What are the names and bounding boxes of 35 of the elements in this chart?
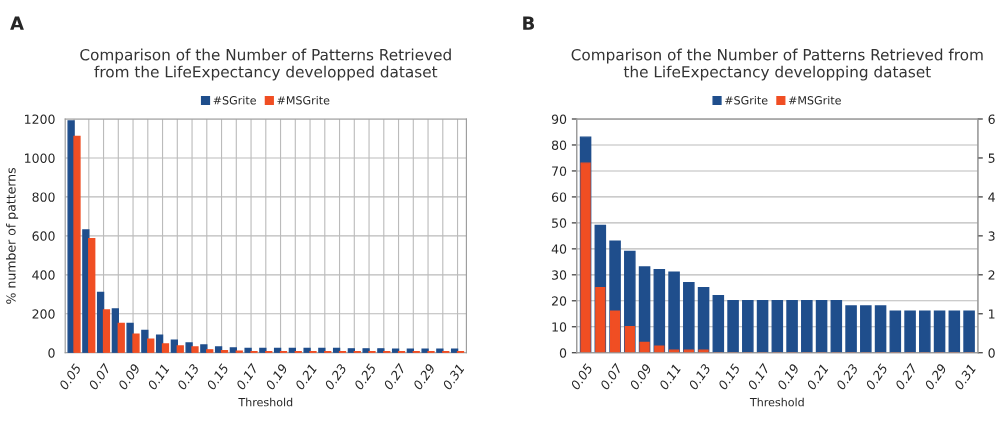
- y-tick-label: 1200: [25, 114, 55, 124]
- y-tick-label: 30: [552, 270, 567, 280]
- y-tick-label: 60: [551, 192, 567, 202]
- y2-tick-label: 2: [988, 270, 995, 280]
- legend-label: #MSGrite: [277, 95, 330, 105]
- y2-tick-label: 3: [988, 231, 995, 241]
- y-tick-label: 1000: [25, 153, 55, 163]
- y-tick-label: 80: [551, 140, 567, 150]
- chart-title: Comparison of the Number of Patterns Retrieved from the LifeExpectancy developped dataset: [80, 48, 451, 81]
- legend-label: #SGrite: [213, 95, 256, 105]
- y-tick-label: 800: [32, 192, 55, 202]
- text: B: [523, 16, 535, 30]
- y2-tick-label: 0: [988, 348, 995, 358]
- y2-tick-label: 6: [988, 114, 995, 124]
- y-axis-title: % number of patterns: [6, 167, 19, 304]
- y2-tick-label: 4: [988, 192, 995, 202]
- y-tick-label: 40: [551, 244, 567, 254]
- legend-label: #SGrite: [725, 95, 768, 105]
- y2-tick-label: 5: [988, 153, 995, 163]
- x-axis-title: Threshold: [749, 397, 804, 407]
- y-tick-label: 0: [48, 348, 55, 358]
- y-tick-label: 70: [552, 166, 567, 176]
- y2-tick-label: 1: [989, 309, 995, 319]
- y-tick-label: 400: [32, 270, 55, 280]
- x-axis-title: Threshold: [238, 397, 293, 407]
- y-tick-label: 200: [32, 309, 55, 319]
- text: A: [10, 16, 24, 30]
- legend-label: #MSGrite: [788, 95, 841, 105]
- y-tick-label: 50: [552, 218, 567, 228]
- y-tick-label: 0: [559, 348, 567, 358]
- y-tick-label: 20: [552, 296, 567, 306]
- y-tick-label: 10: [552, 322, 567, 332]
- chart-title: Comparison of the Number of Patterns Retrieved from the LifeExpectancy developping dataset: [571, 48, 983, 81]
- y-tick-label: 90: [551, 114, 567, 124]
- y-tick-label: 600: [32, 231, 55, 241]
